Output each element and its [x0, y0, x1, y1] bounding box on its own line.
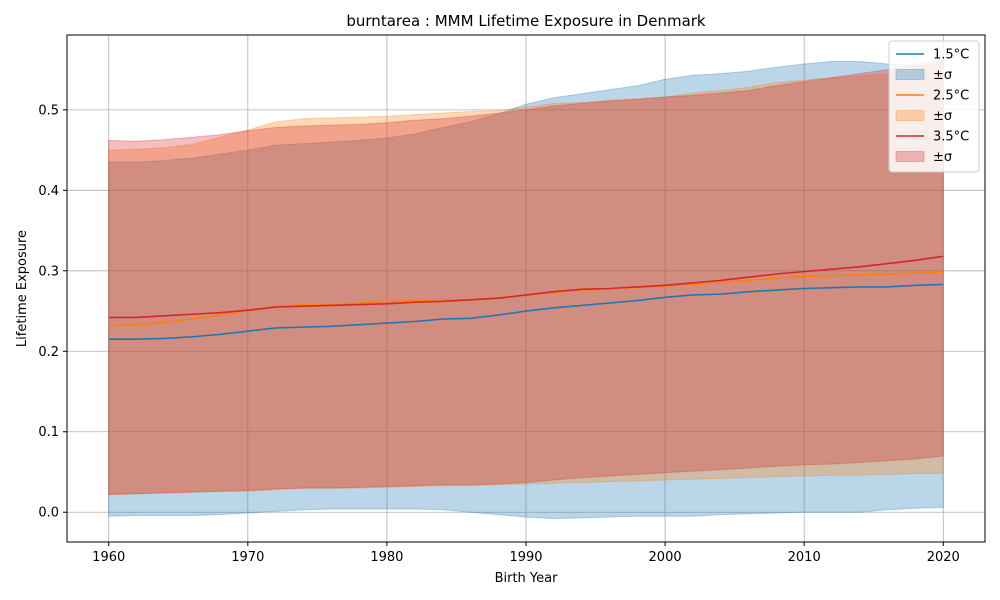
y-axis-ticks: 0.0 0.1 0.2 0.3 0.4 0.5 [38, 103, 67, 521]
x-tick-label: 2020 [927, 550, 960, 565]
y-tick-label: 0.4 [38, 184, 59, 199]
series-line [108, 283, 944, 341]
legend: 1.5°C ±σ 2.5°C ±σ 3.5°C ±σ [888, 40, 980, 173]
y-tick-label: 0.3 [38, 264, 59, 279]
legend-band-label: ±σ [933, 150, 952, 165]
x-tick-label: 1980 [370, 550, 403, 565]
legend-band-swatch [895, 110, 925, 121]
legend-band-swatch [895, 151, 925, 162]
x-tick-label: 1970 [231, 550, 264, 565]
x-tick-label: 1990 [509, 550, 542, 565]
y-tick-label: 0.2 [38, 345, 59, 360]
x-tick-label: 2000 [649, 550, 682, 565]
x-axis-label: Birth Year [495, 571, 559, 586]
y-tick-label: 0.0 [38, 506, 59, 521]
sigma-band [108, 58, 944, 496]
legend-entry-label: 3.5°C [933, 130, 969, 145]
sigma-band [108, 60, 944, 496]
band-layer [108, 58, 944, 520]
x-tick-label: 1960 [92, 550, 125, 565]
sigma-band [108, 61, 944, 520]
chart-title: burntarea : MMM Lifetime Exposure in Den… [346, 12, 706, 30]
legend-entry-label: 2.5°C [933, 89, 969, 104]
legend-box [888, 40, 980, 173]
legend-entry-label: 1.5°C [933, 48, 969, 63]
grid-lines [67, 35, 985, 542]
y-tick-label: 0.1 [38, 425, 59, 440]
y-tick-label: 0.5 [38, 103, 59, 118]
x-tick-label: 2010 [788, 550, 821, 565]
x-axis-ticks: 1960 1970 1980 1990 2000 2010 2020 [92, 542, 960, 565]
legend-band-swatch [895, 69, 925, 80]
legend-band-label: ±σ [933, 109, 952, 124]
series-line [108, 255, 944, 319]
legend-band-label: ±σ [933, 68, 952, 83]
y-axis-label: Lifetime Exposure [15, 230, 30, 347]
series-lines [108, 255, 944, 341]
